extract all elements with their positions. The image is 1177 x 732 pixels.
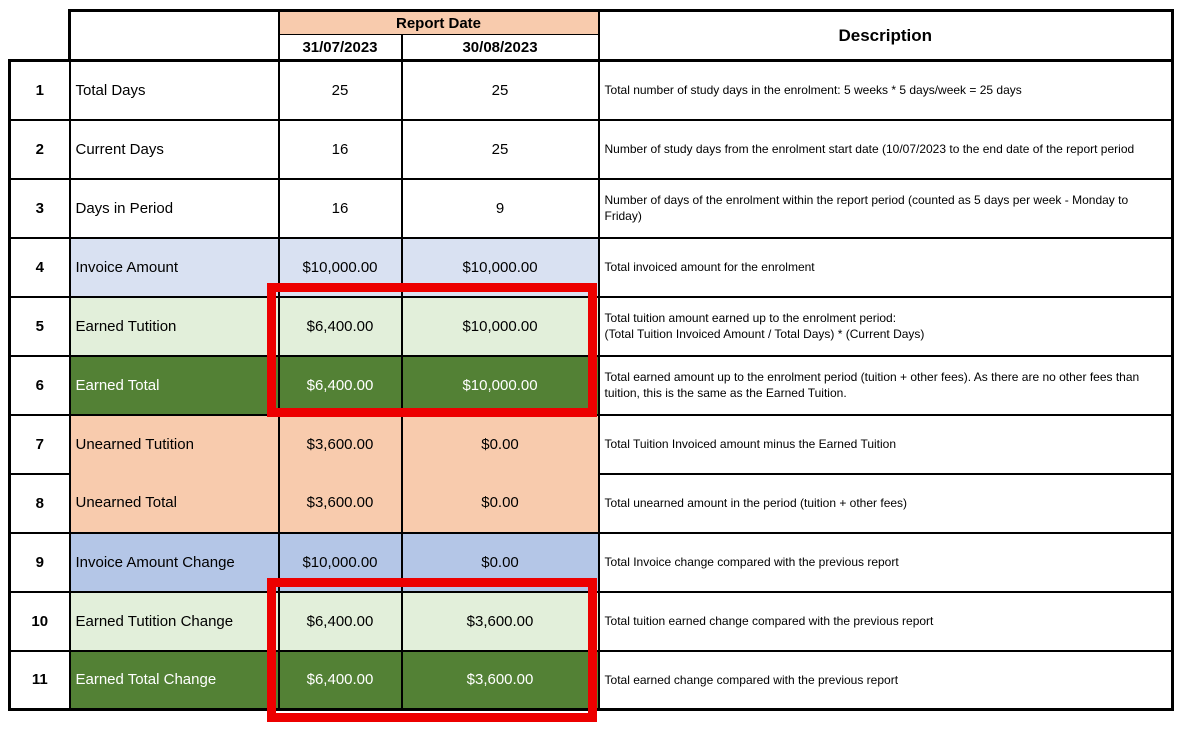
row-description: Total invoiced amount for the enrolment: [597, 236, 1175, 298]
table-row: 8 Unearned Total $3,600.00 $0.00 Total u…: [8, 472, 1175, 534]
row-number: 4: [8, 236, 71, 298]
value-col1: $6,400.00: [277, 354, 403, 416]
row-label: Earned Total Change: [68, 649, 280, 711]
value-col2: 25: [400, 118, 600, 180]
value-col1: $10,000.00: [277, 236, 403, 298]
table-row: 3 Days in Period 16 9 Number of days of …: [8, 177, 1175, 239]
table-row: 5 Earned Tutition $6,400.00 $10,000.00 T…: [8, 295, 1175, 357]
row-label: Invoice Amount: [68, 236, 280, 298]
value-col1: $6,400.00: [277, 590, 403, 652]
value-col1: $6,400.00: [277, 649, 403, 711]
value-col2: $0.00: [400, 531, 600, 593]
row-label: Unearned Total: [68, 473, 280, 534]
description-header: Description: [597, 9, 1175, 62]
row-label: Total Days: [68, 59, 280, 121]
value-col1: $6,400.00: [277, 295, 403, 357]
value-col2: $3,600.00: [400, 590, 600, 652]
table-row: 11 Earned Total Change $6,400.00 $3,600.…: [8, 649, 1175, 711]
report-date-header: Report Date: [277, 9, 600, 35]
table-row: 6 Earned Total $6,400.00 $10,000.00 Tota…: [8, 354, 1175, 416]
row-number: 8: [8, 472, 71, 534]
row-description: Total tuition amount earned up to the en…: [597, 295, 1175, 357]
row-description: Total tuition earned change compared wit…: [597, 590, 1175, 652]
row-description: Total Invoice change compared with the p…: [597, 531, 1175, 593]
table-row: 9 Invoice Amount Change $10,000.00 $0.00…: [8, 531, 1175, 593]
row-description: Number of study days from the enrolment …: [597, 118, 1175, 180]
label-column-header: [68, 9, 280, 62]
row-label: Earned Tutition: [68, 295, 280, 357]
row-label: Earned Tutition Change: [68, 590, 280, 652]
table-row: 1 Total Days 25 25 Total number of study…: [8, 59, 1175, 121]
value-col2: $10,000.00: [400, 295, 600, 357]
value-col1: 16: [277, 118, 403, 180]
row-number: 2: [8, 118, 71, 180]
date-column-1-header: 31/07/2023: [277, 34, 403, 62]
table-row: 2 Current Days 16 25 Number of study day…: [8, 118, 1175, 180]
value-col2: $0.00: [400, 473, 600, 534]
row-number: 9: [8, 531, 71, 593]
row-number: 5: [8, 295, 71, 357]
row-label: Unearned Tutition: [68, 413, 280, 474]
header-row-2: 31/07/2023 30/08/2023: [10, 34, 1173, 62]
corner-blank: [10, 11, 70, 61]
table-row: 4 Invoice Amount $10,000.00 $10,000.00 T…: [8, 236, 1175, 298]
row-label: Invoice Amount Change: [68, 531, 280, 593]
row-label: Current Days: [68, 118, 280, 180]
row-description: Total earned change compared with the pr…: [597, 649, 1175, 711]
row-label: Earned Total: [68, 354, 280, 416]
enrolment-report-table: Report Date Description 31/07/2023 30/08…: [8, 9, 1175, 711]
row-number: 3: [8, 177, 71, 239]
value-col1: $3,600.00: [277, 473, 403, 534]
row-description: Total Tuition Invoiced amount minus the …: [597, 413, 1175, 475]
row-number: 11: [8, 649, 71, 711]
date-column-2-header: 30/08/2023: [400, 34, 600, 62]
value-col1: $10,000.00: [277, 531, 403, 593]
value-col2: $10,000.00: [400, 236, 600, 298]
row-description: Total earned amount up to the enrolment …: [597, 354, 1175, 416]
row-number: 6: [8, 354, 71, 416]
table-row: 10 Earned Tutition Change $6,400.00 $3,6…: [8, 590, 1175, 652]
row-number: 1: [8, 59, 71, 121]
row-number: 10: [8, 590, 71, 652]
value-col2: 25: [400, 59, 600, 121]
value-col1: 25: [277, 59, 403, 121]
value-col2: 9: [400, 177, 600, 239]
value-col2: $0.00: [400, 413, 600, 474]
value-col1: $3,600.00: [277, 413, 403, 474]
value-col2: $10,000.00: [400, 354, 600, 416]
row-description: Total number of study days in the enrolm…: [597, 59, 1175, 121]
value-col1: 16: [277, 177, 403, 239]
row-description: Total unearned amount in the period (tui…: [597, 472, 1175, 534]
row-label: Days in Period: [68, 177, 280, 239]
row-description: Number of days of the enrolment within t…: [597, 177, 1175, 239]
value-col2: $3,600.00: [400, 649, 600, 711]
row-number: 7: [8, 413, 71, 475]
table-row: 7 Unearned Tutition $3,600.00 $0.00 Tota…: [8, 413, 1175, 475]
header-row-1: Report Date Description: [10, 9, 1175, 62]
